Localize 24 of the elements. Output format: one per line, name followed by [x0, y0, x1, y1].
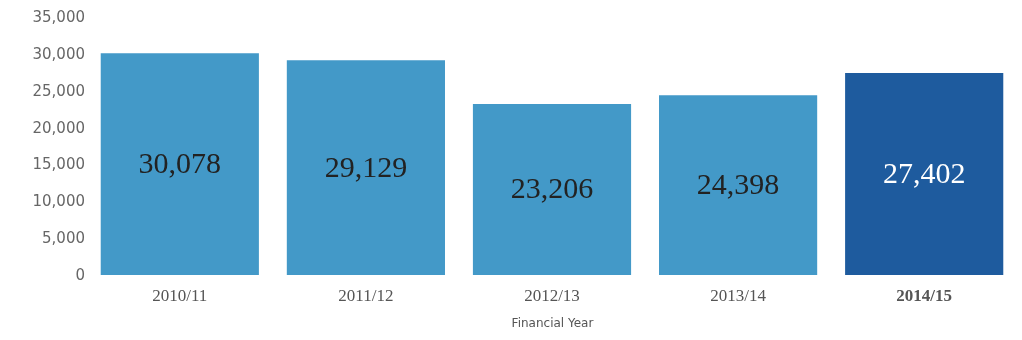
x-tick-label: 2011/12 [338, 285, 394, 305]
x-tick-label: 2014/15 [896, 285, 953, 305]
x-tick-label: 2010/11 [152, 285, 208, 305]
bar [286, 60, 445, 275]
bar [100, 53, 259, 275]
y-tick-label: 0 [75, 266, 85, 284]
data-label: 29,129 [324, 149, 408, 183]
bar [472, 103, 632, 275]
x-tick-label: 2012/13 [524, 285, 580, 305]
bar [845, 73, 1004, 275]
y-tick-label: 10,000 [32, 192, 85, 211]
bar [659, 95, 818, 275]
y-tick-label: 5,000 [42, 229, 85, 248]
y-tick-label: 15,000 [32, 155, 85, 174]
data-label: 24,398 [696, 167, 780, 201]
data-label: 23,206 [510, 171, 594, 205]
y-tick-label: 25,000 [32, 81, 85, 100]
data-label: 30,078 [138, 146, 222, 180]
y-tick-label: 20,000 [32, 118, 85, 137]
x-tick-label: 2013/14 [710, 285, 767, 305]
y-tick-label: 35,000 [32, 8, 85, 26]
data-label: 27,402 [882, 156, 966, 189]
x-axis-title: Financial Year [511, 315, 594, 330]
y-tick-label: 30,000 [32, 44, 85, 63]
